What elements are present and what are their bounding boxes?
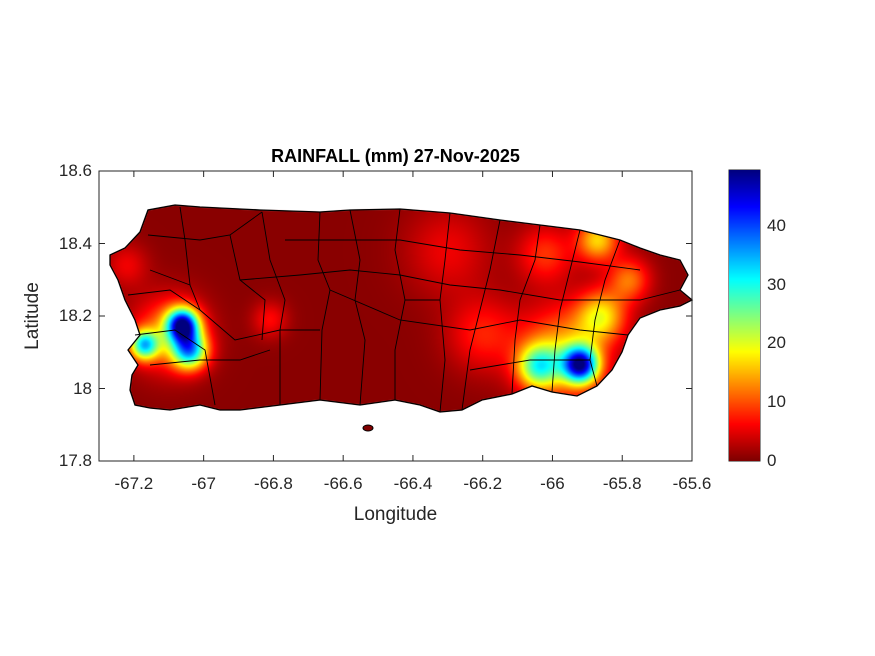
island-coastline	[109, 204, 694, 413]
colorbar-tick-label: 0	[767, 451, 777, 470]
x-axis-label: Longitude	[353, 504, 438, 525]
municipality-border	[589, 239, 621, 387]
colorbar	[729, 170, 760, 461]
x-tick-label: -65.6	[672, 474, 712, 493]
colorbar-tick-label: 10	[767, 392, 786, 412]
municipality-border	[229, 234, 266, 341]
municipality-border	[461, 219, 501, 411]
colorbar-tick-label: 30	[767, 274, 786, 294]
municipality-border	[329, 289, 629, 336]
municipality-border	[149, 349, 271, 366]
x-tick-label: -66.6	[323, 474, 363, 493]
y-tick-label: 17.8	[58, 451, 92, 470]
y-tick-label: 18.2	[58, 306, 92, 325]
y-tick-label: 18	[73, 378, 92, 398]
axes-box	[98, 170, 693, 462]
x-tick-label: -66.8	[254, 474, 293, 493]
municipality-border	[285, 239, 641, 271]
municipality-border	[147, 211, 263, 241]
colorbar-tick-label: 20	[767, 333, 786, 353]
caja-de-muertos-island	[362, 424, 374, 432]
x-tick-label: -65.8	[602, 474, 642, 493]
municipality-border	[439, 212, 451, 413]
y-tick-label: 18.4	[58, 233, 92, 253]
x-tick-label: -66.2	[463, 474, 503, 493]
municipality-border	[261, 211, 286, 405]
municipality-border	[551, 229, 581, 393]
rainfall-heatmap	[99, 171, 692, 461]
x-tick-label: -67.2	[114, 474, 154, 493]
x-tick-label: -66	[540, 474, 565, 493]
municipality-border	[134, 329, 216, 406]
municipality-border	[394, 208, 406, 400]
colorbar-tick-label: 40	[767, 215, 786, 235]
y-tick-label: 18.6	[58, 161, 92, 180]
municipality-border	[149, 269, 191, 286]
municipality-border	[469, 359, 590, 371]
x-tick-label: -66.4	[393, 474, 433, 493]
chart-title: RAINFALL (mm) 27-Nov-2025	[271, 146, 520, 166]
municipality-border	[511, 224, 541, 395]
x-tick-label: -67	[191, 474, 216, 493]
municipality-border	[349, 209, 366, 406]
municipality-border	[179, 206, 201, 311]
municipality-border	[239, 269, 681, 301]
municipality-border	[127, 289, 320, 341]
